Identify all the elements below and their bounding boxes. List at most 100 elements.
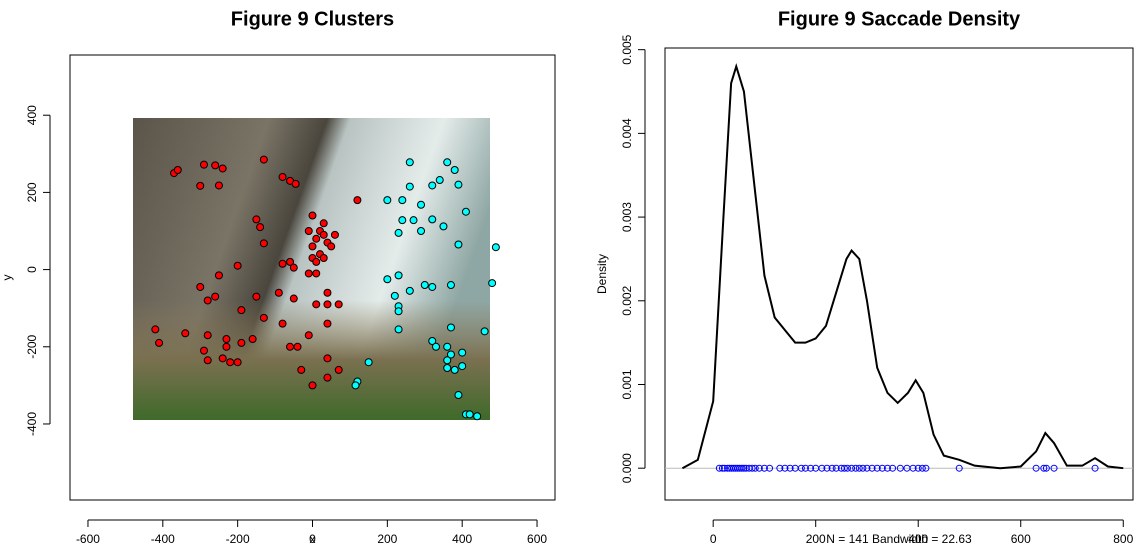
y-tick-label: 400: [25, 105, 39, 125]
point: [211, 292, 220, 301]
x-tick-label: 400: [452, 532, 472, 546]
point: [278, 319, 287, 328]
point: [222, 335, 231, 344]
point: [291, 179, 300, 188]
point: [394, 325, 403, 334]
point: [405, 158, 414, 167]
point: [428, 181, 437, 190]
point: [319, 219, 328, 228]
point: [465, 410, 474, 419]
y-axis-label: y: [0, 275, 14, 281]
rug-point: [776, 464, 784, 472]
point: [446, 350, 455, 359]
point: [312, 269, 321, 278]
y-tick-label: 0: [25, 266, 39, 273]
x-tick-label: 800: [1113, 532, 1133, 546]
rug-point: [883, 464, 891, 472]
rug-point: [859, 464, 867, 472]
point: [351, 381, 360, 390]
rug-point: [718, 464, 726, 472]
point: [443, 342, 452, 351]
point: [394, 271, 403, 280]
rug-point: [760, 464, 768, 472]
x-tick-label: 600: [527, 532, 547, 546]
y-tick-label: 0.004: [620, 118, 634, 148]
point: [323, 319, 332, 328]
rug-point: [781, 464, 789, 472]
point: [151, 325, 160, 334]
point: [405, 182, 414, 191]
point: [428, 282, 437, 291]
point: [312, 257, 321, 266]
point: [480, 327, 489, 336]
rug-point: [801, 464, 809, 472]
x-tick-label: 200: [806, 532, 826, 546]
point: [248, 335, 257, 344]
point: [319, 230, 328, 239]
point: [293, 342, 302, 351]
rug-point: [909, 464, 917, 472]
point: [443, 356, 452, 365]
point: [252, 215, 261, 224]
y-tick-label: 200: [25, 182, 39, 202]
point: [259, 155, 268, 164]
point: [155, 338, 164, 347]
point: [390, 291, 399, 300]
rug-point: [1040, 464, 1048, 472]
point: [323, 300, 332, 309]
point: [323, 373, 332, 382]
rug-point: [878, 464, 886, 472]
point: [431, 342, 440, 351]
rug-point: [1042, 464, 1050, 472]
point: [304, 226, 313, 235]
rug-point: [766, 464, 774, 472]
point: [203, 356, 212, 365]
x-tick-label: -400: [151, 532, 175, 546]
point: [252, 292, 261, 301]
x-tick-label: 0: [309, 532, 316, 546]
point: [450, 166, 459, 175]
point: [443, 364, 452, 373]
point: [199, 346, 208, 355]
point: [450, 365, 459, 374]
x-tick-label: 400: [908, 532, 928, 546]
point: [458, 362, 467, 371]
point: [312, 300, 321, 309]
point: [327, 242, 336, 251]
point: [181, 329, 190, 338]
point: [233, 261, 242, 270]
chart-title: Figure 9 Clusters: [231, 8, 394, 30]
rug-point: [751, 464, 759, 472]
y-tick-label: 0.003: [620, 202, 634, 232]
point: [226, 358, 235, 367]
point: [259, 313, 268, 322]
rug-point: [720, 464, 728, 472]
point: [286, 342, 295, 351]
point: [308, 381, 317, 390]
point: [203, 331, 212, 340]
rug-point: [1050, 464, 1058, 472]
point: [383, 275, 392, 284]
rug-point: [852, 464, 860, 472]
point: [353, 196, 362, 205]
point: [439, 222, 448, 231]
point: [454, 240, 463, 249]
chart-title: Figure 9 Saccade Density: [778, 8, 1021, 30]
point: [196, 282, 205, 291]
point: [211, 161, 220, 170]
point: [334, 365, 343, 374]
point: [428, 215, 437, 224]
rug-point: [918, 464, 926, 472]
point: [394, 307, 403, 316]
y-axis-label: Density: [595, 254, 609, 294]
point: [398, 216, 407, 225]
point: [473, 412, 482, 421]
point: [222, 342, 231, 351]
y-tick-label: 0.005: [620, 34, 634, 64]
point: [259, 239, 268, 248]
rug-point: [797, 464, 805, 472]
x-tick-label: -200: [226, 532, 250, 546]
density-line: [681, 62, 1124, 470]
point: [304, 331, 313, 340]
